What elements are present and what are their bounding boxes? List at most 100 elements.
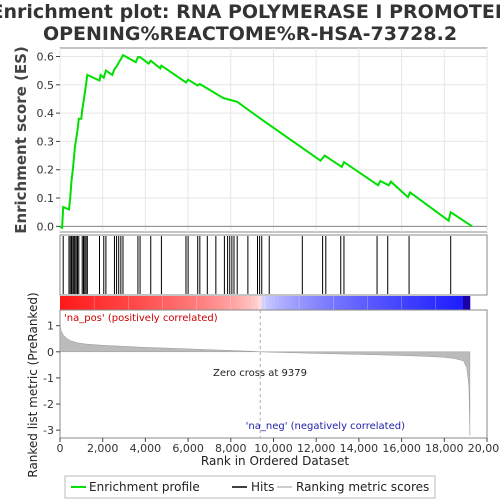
color-bar-segment: [295, 296, 300, 310]
legend-box: [64, 475, 436, 499]
color-bar-segment: [66, 296, 71, 310]
color-bar-segment: [186, 296, 191, 310]
metric-tick-label: -1: [43, 372, 54, 385]
color-bar-segment: [350, 296, 355, 310]
x-tick-label: 20,000: [468, 442, 500, 455]
color-bar-segment: [439, 296, 443, 310]
color-bar-segment: [203, 296, 208, 310]
color-bar-segment: [234, 296, 239, 310]
color-bar-segment: [104, 296, 109, 310]
x-tick-label: 8,000: [215, 442, 247, 455]
color-bar-segment: [189, 296, 194, 310]
color-bar-segment: [182, 296, 187, 310]
hits-panel: [59, 234, 488, 296]
color-bar-segment: [377, 296, 382, 310]
color-bar-segment: [353, 296, 358, 310]
color-bar-segment: [309, 296, 314, 310]
color-bar-segment: [213, 296, 218, 310]
color-bar-segment: [367, 296, 372, 310]
color-bar-segment: [179, 296, 184, 310]
color-bar-segment: [135, 296, 139, 310]
color-bar-segment: [141, 296, 146, 310]
color-bar-segment: [220, 296, 225, 310]
color-bar-segment: [138, 296, 143, 310]
color-bar-segment: [394, 296, 399, 310]
color-bar-segment: [370, 296, 375, 310]
color-bar-segment: [148, 296, 153, 310]
color-bar-segment: [329, 296, 334, 310]
color-bar-segment: [275, 296, 280, 310]
es-tick-label: 0.5: [37, 79, 55, 92]
color-bar-segment: [305, 296, 310, 310]
es-tick-label: 0.4: [37, 107, 55, 120]
color-bar-segment: [411, 296, 416, 310]
color-bar-segment: [398, 296, 402, 310]
color-bar-segment: [176, 296, 180, 310]
color-bar-segment: [357, 296, 362, 310]
color-bar-segment: [107, 296, 112, 310]
color-bar-segment: [336, 296, 341, 310]
x-tick-label: 4,000: [130, 442, 162, 455]
color-bar-segment: [155, 296, 160, 310]
color-bar-segment: [384, 296, 389, 310]
color-bar-segment: [159, 296, 163, 310]
color-bar-segment: [312, 296, 317, 310]
color-bar-segment: [405, 296, 409, 310]
color-bar-segment: [340, 296, 344, 310]
color-bar-segment: [432, 296, 437, 310]
x-tick-label: 10,000: [254, 442, 293, 455]
color-bar-segment: [374, 296, 379, 310]
color-bar-segment: [237, 296, 242, 310]
hit-markers: [62, 236, 452, 294]
color-bar-segment: [152, 296, 157, 310]
color-bar-segment: [162, 296, 167, 310]
color-bar-segment: [254, 296, 259, 310]
color-bar-segment: [323, 296, 327, 310]
es-tick-label: 0.1: [37, 192, 55, 205]
metric-tick-label: 1: [47, 320, 54, 333]
color-bar-segment: [446, 296, 450, 310]
color-bar-segment: [258, 296, 262, 310]
color-bar-segment: [87, 296, 92, 310]
negative-correlation-label: 'na_neg' (negatively correlated): [246, 421, 405, 432]
color-bar-segment: [94, 296, 98, 310]
color-bar-segment: [268, 296, 273, 310]
color-bar-segment: [193, 296, 198, 310]
color-bar-segment: [251, 296, 256, 310]
color-bar-segment: [73, 296, 78, 310]
color-bar-segment: [428, 296, 433, 310]
metric-plot-area: [59, 309, 488, 439]
color-bar-segment: [210, 296, 215, 310]
ranking-metric-area: [59, 324, 471, 436]
color-bar-segment: [121, 296, 126, 310]
color-bar-segment: [227, 296, 232, 310]
color-bar-segment: [271, 296, 276, 310]
color-bar-segment: [278, 296, 283, 310]
color-bar-segment: [223, 296, 228, 310]
color-bar-segment: [247, 296, 252, 310]
color-bar-segment: [124, 296, 129, 310]
color-bar-segment: [449, 296, 454, 310]
color-bar-segment: [292, 296, 297, 310]
color-bar-segment: [118, 296, 122, 310]
x-tick-label: 12,000: [297, 442, 336, 455]
x-tick-label: 2,000: [87, 442, 119, 455]
color-bar-segment: [415, 296, 420, 310]
color-bar-segment: [360, 296, 365, 310]
color-bar-segment: [285, 296, 290, 310]
metric-tick-label: -2: [43, 398, 54, 411]
color-bar-segment: [282, 296, 286, 310]
metric-y-ticks: 1 0 -1 -2 -3: [43, 320, 60, 437]
metric-y-axis-label: Ranked list metric (PreRanked): [26, 292, 40, 477]
color-bar-segment: [288, 296, 293, 310]
color-bar-segment: [230, 296, 235, 310]
color-bar-segment: [97, 296, 102, 310]
legend-enrichment-label: Enrichment profile: [89, 480, 200, 494]
positive-correlation-label: 'na_pos' (positively correlated): [64, 313, 218, 324]
color-bar-segment: [114, 296, 119, 310]
color-bar-segment: [343, 296, 348, 310]
color-bar-segment: [408, 296, 413, 310]
x-axis-ticks: 0 2,000 4,000 6,000 8,000 10,000 12,000 14,000 1…: [57, 438, 500, 455]
color-bar-segment: [381, 296, 385, 310]
